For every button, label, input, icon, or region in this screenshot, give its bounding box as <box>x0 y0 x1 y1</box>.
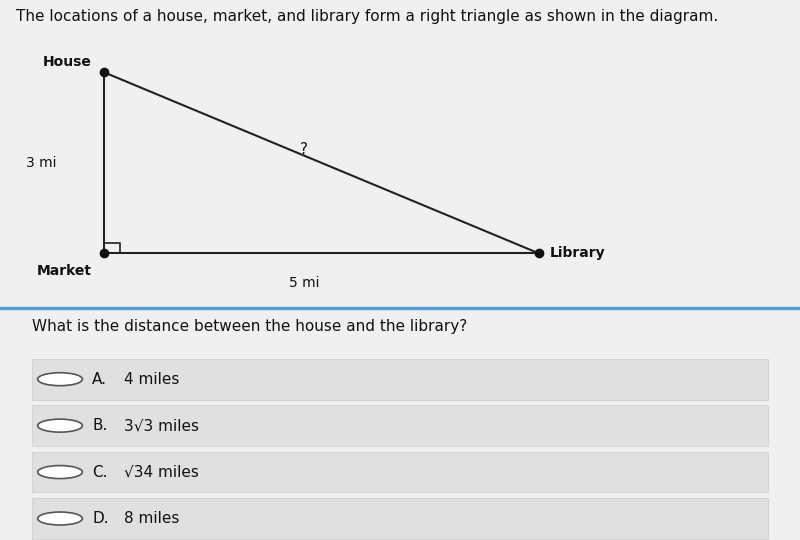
Text: 3 mi: 3 mi <box>26 156 57 170</box>
Circle shape <box>38 373 82 386</box>
Circle shape <box>38 512 82 525</box>
Text: A.: A. <box>92 372 107 387</box>
Text: 4 miles: 4 miles <box>124 372 179 387</box>
Text: Market: Market <box>36 265 91 278</box>
Circle shape <box>38 419 82 432</box>
Text: 3√3 miles: 3√3 miles <box>124 418 199 433</box>
FancyBboxPatch shape <box>32 452 768 492</box>
Text: √34 miles: √34 miles <box>124 464 199 480</box>
Text: D.: D. <box>92 511 109 526</box>
Text: Library: Library <box>550 246 605 260</box>
FancyBboxPatch shape <box>32 359 768 400</box>
Text: C.: C. <box>92 464 107 480</box>
Text: The locations of a house, market, and library form a right triangle as shown in : The locations of a house, market, and li… <box>16 9 718 24</box>
Text: ?: ? <box>300 142 308 157</box>
Text: B.: B. <box>92 418 107 433</box>
Text: 5 mi: 5 mi <box>289 276 319 291</box>
FancyBboxPatch shape <box>32 406 768 446</box>
Text: House: House <box>42 56 91 70</box>
Circle shape <box>38 465 82 478</box>
Text: 8 miles: 8 miles <box>124 511 179 526</box>
FancyBboxPatch shape <box>32 498 768 539</box>
Text: What is the distance between the house and the library?: What is the distance between the house a… <box>32 320 467 334</box>
